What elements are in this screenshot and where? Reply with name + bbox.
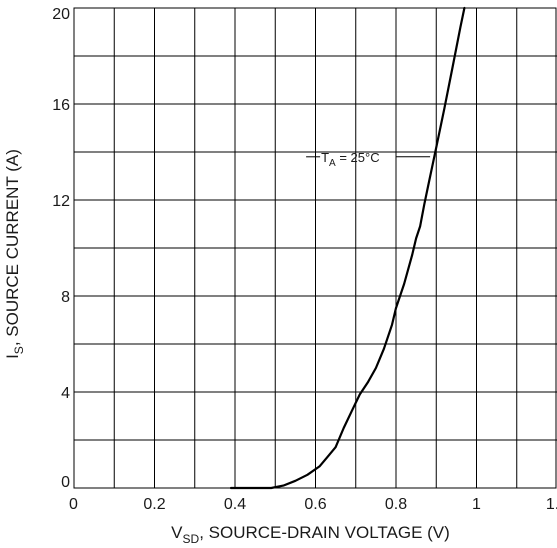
- temperature-annotation: TA = 25°C: [306, 150, 431, 169]
- y-tick-label: 12: [52, 193, 70, 210]
- y-tick-label: 0: [61, 474, 70, 491]
- y-axis-title: IS, SOURCE CURRENT (A): [3, 149, 26, 359]
- y-tick-label: 4: [61, 385, 70, 402]
- tick-labels: 0 0.2 0.4 0.6 0.8 1 1.2 0 4 8 12 16 20: [52, 6, 557, 513]
- y-tick-label: 16: [52, 97, 70, 114]
- x-axis-title-main: V: [171, 523, 183, 542]
- x-axis-title: VSD, SOURCE-DRAIN VOLTAGE (V): [171, 523, 450, 546]
- series-line: [229, 6, 466, 490]
- x-tick-label: 0.2: [143, 496, 165, 513]
- annotation-main: T: [321, 150, 329, 165]
- x-tick-label: 0.8: [385, 496, 407, 513]
- y-tick-label: 8: [61, 289, 70, 306]
- annotation-sub: A: [329, 158, 336, 169]
- plot-frame: [73, 7, 557, 489]
- x-axis-title-rest: , SOURCE-DRAIN VOLTAGE (V): [199, 523, 450, 542]
- x-tick-label: 1.2: [546, 496, 557, 513]
- y-axis-title-sub: S: [12, 346, 26, 354]
- annotation-rest: = 25°C: [336, 150, 380, 165]
- x-tick-label: 0.6: [304, 496, 326, 513]
- x-tick-label: 0: [69, 496, 78, 513]
- y-axis-title-rest: , SOURCE CURRENT (A): [3, 149, 22, 346]
- y-tick-label: 20: [52, 6, 70, 23]
- x-tick-label: 1: [472, 496, 481, 513]
- x-tick-label: 0.4: [224, 496, 246, 513]
- y-axis-title-main: I: [3, 354, 22, 359]
- grid: [74, 8, 557, 488]
- annotation-label: TA = 25°C: [321, 150, 380, 169]
- x-axis-title-sub: SD: [183, 532, 200, 546]
